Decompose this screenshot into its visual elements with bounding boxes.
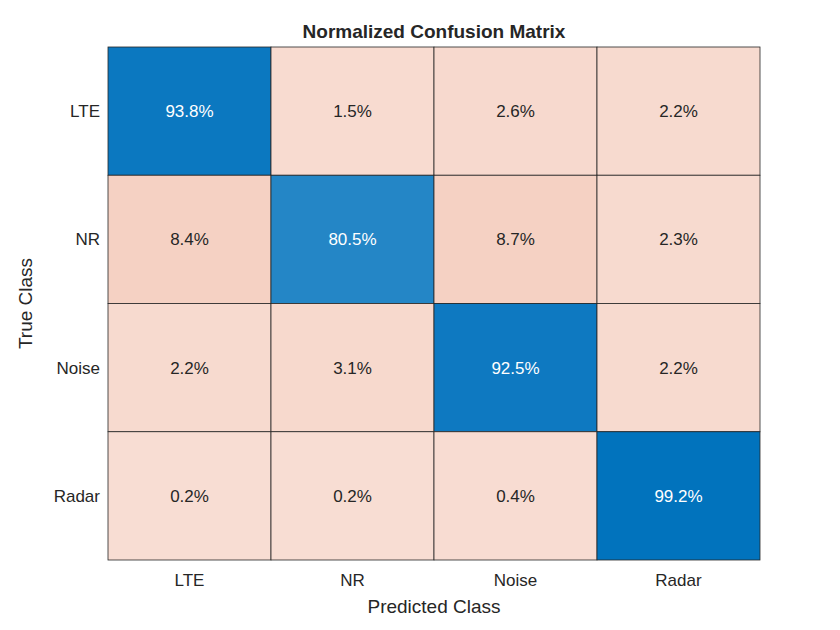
chart-title: Normalized Confusion Matrix — [303, 21, 566, 42]
x-tick-label: NR — [340, 571, 365, 590]
cell-label: 0.4% — [496, 487, 535, 506]
heatmap-cell — [271, 47, 434, 175]
cell-label: 2.2% — [659, 102, 698, 121]
cell-label: 8.4% — [170, 230, 209, 249]
cell-label: 0.2% — [333, 487, 372, 506]
heatmap-cell — [597, 47, 760, 175]
x-tick-label: LTE — [175, 571, 205, 590]
heatmap-cell — [271, 432, 434, 560]
y-tick-label: Radar — [54, 487, 101, 506]
heatmap-cell — [597, 432, 760, 560]
background — [0, 0, 840, 630]
cell-label: 80.5% — [328, 230, 376, 249]
y-tick-label: NR — [75, 230, 100, 249]
y-tick-label: Noise — [57, 359, 100, 378]
heatmap-cell — [434, 432, 597, 560]
heatmap-cell — [434, 304, 597, 432]
x-axis-label: Predicted Class — [367, 596, 500, 617]
cell-label: 2.6% — [496, 102, 535, 121]
cell-label: 2.3% — [659, 230, 698, 249]
x-tick-label: Radar — [655, 571, 702, 590]
cell-label: 92.5% — [491, 359, 539, 378]
cell-label: 2.2% — [659, 359, 698, 378]
cell-label: 3.1% — [333, 359, 372, 378]
y-tick-label: LTE — [70, 102, 100, 121]
heatmap-cell — [434, 175, 597, 303]
heatmap-cell — [108, 47, 271, 175]
cell-label: 0.2% — [170, 487, 209, 506]
cell-label: 8.7% — [496, 230, 535, 249]
heatmap-cell — [597, 304, 760, 432]
heatmap-cell — [434, 47, 597, 175]
heatmap-cell — [597, 175, 760, 303]
x-tick-label: Noise — [494, 571, 537, 590]
chart-root: 93.8% 1.5% 2.6% 2.2% 8.4% 80.5% 8.7% 2.3% 2.2% 3.… — [0, 0, 840, 630]
heatmap-cell — [108, 175, 271, 303]
cell-label: 99.2% — [654, 487, 702, 506]
heatmap-cell — [271, 304, 434, 432]
heatmap-cell — [108, 304, 271, 432]
heatmap-cell — [271, 175, 434, 303]
heatmap-cell — [108, 432, 271, 560]
y-axis-label: True Class — [15, 258, 36, 349]
cell-label: 93.8% — [165, 102, 213, 121]
cell-label: 2.2% — [170, 359, 209, 378]
cell-label: 1.5% — [333, 102, 372, 121]
